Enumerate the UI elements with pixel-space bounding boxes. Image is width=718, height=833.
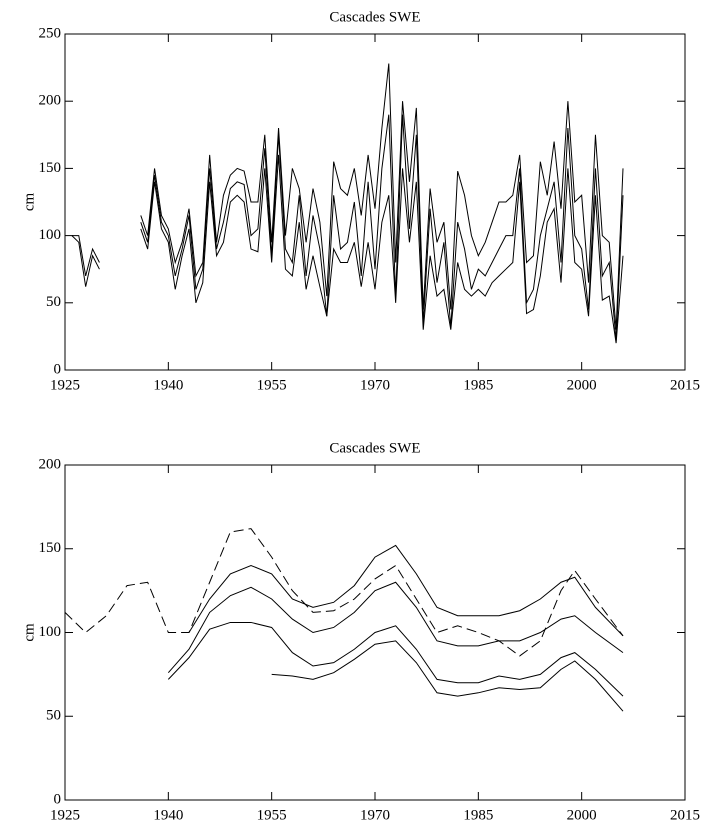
- chart-title: Cascades SWE: [329, 440, 420, 456]
- x-tick-label: 1940: [153, 377, 183, 393]
- x-tick-label: 2000: [567, 807, 597, 823]
- x-tick-label: 1985: [463, 807, 493, 823]
- x-tick-label: 2015: [670, 807, 700, 823]
- x-tick-label: 1925: [50, 807, 80, 823]
- series-line: [271, 640, 624, 712]
- y-tick-label: 50: [46, 708, 61, 724]
- series-line: [71, 235, 100, 287]
- y-tick-label: 200: [39, 456, 62, 472]
- x-tick-label: 1955: [257, 807, 287, 823]
- y-tick-label: 0: [54, 361, 62, 377]
- chart-title: Cascades SWE: [329, 9, 420, 25]
- x-tick-label: 2015: [670, 377, 700, 393]
- y-tick-label: 150: [39, 160, 62, 176]
- series-line: [140, 154, 624, 344]
- y-axis-label: cm: [21, 193, 37, 212]
- series-line: [71, 235, 100, 277]
- y-tick-label: 150: [39, 540, 62, 556]
- x-tick-label: 1940: [153, 807, 183, 823]
- y-tick-label: 200: [39, 93, 62, 109]
- y-tick-label: 100: [39, 227, 62, 243]
- series-line: [167, 621, 624, 697]
- x-tick-label: 1985: [463, 377, 493, 393]
- y-tick-label: 100: [39, 624, 62, 640]
- y-tick-label: 50: [46, 294, 61, 310]
- x-tick-label: 1925: [50, 377, 80, 393]
- y-tick-label: 0: [54, 791, 62, 807]
- x-tick-label: 1970: [360, 377, 390, 393]
- series-line: [64, 528, 624, 657]
- x-tick-label: 2000: [567, 377, 597, 393]
- x-tick-label: 1955: [257, 377, 287, 393]
- y-tick-label: 250: [39, 25, 62, 41]
- series-line: [140, 63, 624, 330]
- series-line: [188, 544, 624, 637]
- y-axis-label: cm: [21, 623, 37, 642]
- series-line: [167, 581, 624, 674]
- x-tick-label: 1970: [360, 807, 390, 823]
- series-line: [140, 114, 624, 341]
